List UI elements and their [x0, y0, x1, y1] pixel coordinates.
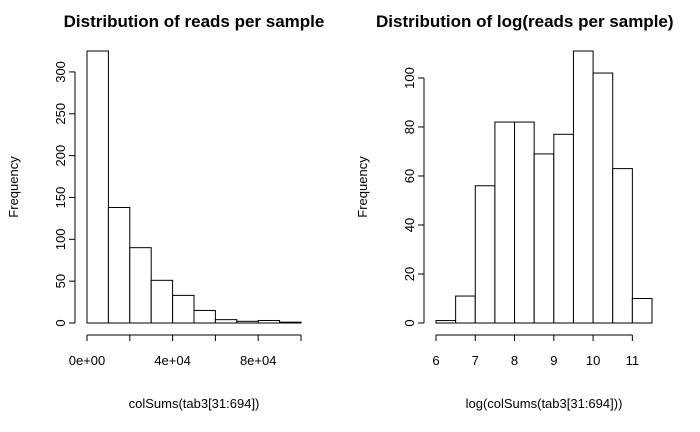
right-x-tick-label-2: 8 — [511, 353, 518, 368]
right-bar-6 — [553, 133, 574, 324]
left-y-tick-label-1: 50 — [53, 274, 68, 288]
left-bar-0 — [86, 50, 109, 324]
left-x-tick-label-2: 4e+04 — [154, 353, 191, 368]
left-x-axis: 0e+00 4e+04 8e+04 — [69, 334, 302, 368]
right-y-tick-label-5: 100 — [402, 67, 417, 89]
left-bar-9 — [279, 321, 302, 324]
right-y-tick-label-3: 60 — [402, 169, 417, 183]
left-bar-8 — [257, 319, 281, 324]
right-y-axis: 0 20 40 60 80 100 — [402, 67, 425, 327]
left-chart-title: Distribution of reads per sample — [64, 12, 325, 31]
right-x-tick-label-1: 7 — [472, 353, 479, 368]
left-bar-7 — [236, 320, 259, 324]
right-x-tick-label-3: 9 — [550, 353, 557, 368]
right-x-tick-label-0: 6 — [432, 353, 439, 368]
right-x-tick-label-4: 10 — [586, 353, 600, 368]
right-x-tick-label-5: 11 — [626, 353, 640, 368]
right-bar-10 — [631, 297, 653, 324]
right-bar-9 — [612, 168, 633, 324]
left-bar-6 — [214, 319, 238, 324]
left-y-tick-label-6: 300 — [53, 61, 68, 83]
right-bar-0 — [435, 320, 457, 324]
right-bar-7 — [572, 50, 594, 324]
left-y-tick-label-5: 250 — [53, 103, 68, 125]
histogram-left: Distribution of reads per sample Frequen… — [6, 12, 324, 411]
right-bar-4 — [514, 121, 535, 324]
left-y-tick-label-0: 0 — [53, 319, 68, 326]
right-x-axis-label: log(colSums(tab3[31:694])) — [466, 396, 623, 411]
left-y-axis-label: Frequency — [6, 156, 21, 218]
left-x-tick-label-0: 0e+00 — [69, 353, 106, 368]
left-x-tick-label-4: 8e+04 — [240, 353, 277, 368]
right-y-tick-label-1: 20 — [402, 267, 417, 281]
right-x-axis: 6 7 8 9 10 11 — [432, 334, 640, 368]
right-bars — [435, 50, 653, 324]
left-bar-2 — [129, 247, 152, 324]
left-x-axis-label: colSums(tab3[31:694]) — [129, 396, 260, 411]
right-bar-8 — [592, 72, 614, 324]
right-bar-1 — [455, 295, 476, 324]
right-y-tick-label-4: 80 — [402, 120, 417, 134]
left-bars — [86, 50, 302, 324]
left-y-tick-label-4: 200 — [53, 145, 68, 167]
histogram-right: Distribution of log(reads per sample) Fr… — [355, 12, 674, 411]
right-y-tick-label-2: 40 — [402, 218, 417, 232]
left-bar-5 — [193, 309, 216, 324]
left-y-tick-label-2: 100 — [53, 228, 68, 250]
left-y-axis: 0 50 100 150 200 250 300 — [53, 61, 76, 327]
left-bar-3 — [150, 279, 174, 324]
right-chart-title: Distribution of log(reads per sample) — [376, 12, 674, 31]
right-bar-5 — [533, 153, 555, 324]
left-bar-1 — [107, 207, 131, 324]
right-bar-2 — [474, 185, 496, 324]
right-bar-3 — [494, 121, 516, 324]
right-y-tick-label-0: 0 — [402, 319, 417, 326]
left-bar-4 — [172, 294, 195, 324]
right-y-axis-label: Frequency — [355, 156, 370, 218]
left-y-tick-label-3: 150 — [53, 187, 68, 209]
